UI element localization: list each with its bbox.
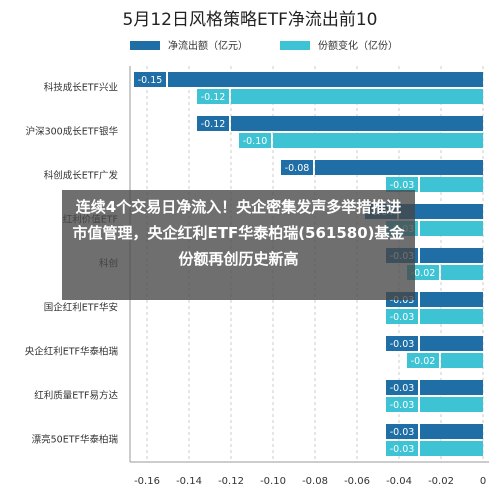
value-label-box	[386, 397, 418, 412]
bar	[420, 292, 483, 307]
value-label: -0.02	[411, 268, 436, 279]
x-tick-label: -0.06	[344, 476, 370, 487]
value-label-box	[197, 89, 229, 104]
y-tick-label: 红利质量ETF易方达	[34, 390, 118, 402]
bar	[420, 248, 483, 263]
legend-label: 净流出额（亿元）	[168, 39, 248, 52]
bar	[420, 424, 483, 439]
value-label-box	[239, 133, 271, 148]
value-label: -0.08	[285, 163, 310, 174]
value-label: -0.03	[390, 312, 415, 323]
value-label-box	[407, 265, 439, 280]
value-label: -0.03	[390, 383, 415, 394]
bar	[399, 204, 483, 219]
value-label-box	[386, 309, 418, 324]
value-label-box	[386, 336, 418, 351]
bar	[420, 336, 483, 351]
value-label: -0.10	[243, 136, 268, 147]
value-label-box	[386, 441, 418, 456]
value-label-box	[281, 160, 313, 175]
bar	[420, 380, 483, 395]
value-label: -0.03	[390, 444, 415, 455]
y-tick-label: 国企红利ETF华安	[44, 302, 118, 314]
bar	[420, 441, 483, 456]
x-tick-label: -0.12	[218, 476, 244, 487]
bar	[168, 72, 483, 87]
value-label: -0.03	[390, 180, 415, 191]
bar	[231, 89, 483, 104]
value-label-box	[386, 177, 418, 192]
legend-swatch	[280, 41, 310, 50]
x-tick-label: -0.08	[302, 476, 328, 487]
bar	[273, 133, 483, 148]
x-tick-label: -0.04	[386, 476, 412, 487]
x-tick-label: -0.14	[176, 476, 202, 487]
value-label: -0.12	[201, 119, 226, 130]
value-label: -0.02	[411, 356, 436, 367]
legend-swatch	[130, 41, 160, 50]
y-tick-label: 央企红利ETF华泰柏瑞	[25, 346, 119, 358]
bar	[420, 309, 483, 324]
value-label-box	[407, 353, 439, 368]
value-label-box	[197, 116, 229, 131]
value-label: -0.03	[390, 400, 415, 411]
value-label: -0.12	[201, 92, 226, 103]
chart-title: 5月12日风格策略ETF净流出前10	[123, 10, 378, 30]
value-label-box	[386, 380, 418, 395]
bar	[420, 397, 483, 412]
value-label: -0.03	[390, 427, 415, 438]
bar	[441, 265, 483, 280]
x-tick-label: -0.10	[260, 476, 286, 487]
value-label: -0.15	[138, 75, 163, 86]
value-label-box	[134, 72, 166, 87]
annotation: 连续4个交易日净流入！央企密集发声多举措推进市值管理，央企红利ETF华泰柏瑞(5…	[62, 190, 415, 300]
x-tick-label: -0.16	[134, 476, 160, 487]
bar	[231, 116, 483, 131]
value-label: -0.03	[390, 295, 415, 306]
legend-label: 份额变化（亿份）	[318, 39, 398, 52]
y-tick-label: 漂亮50ETF华泰柏瑞	[32, 434, 119, 446]
bar	[441, 353, 483, 368]
value-label-box	[386, 424, 418, 439]
bar	[420, 221, 483, 236]
y-tick-label: 沪深300成长ETF银华	[26, 126, 119, 138]
value-label: -0.03	[390, 339, 415, 350]
x-tick-label: -0.02	[428, 476, 454, 487]
y-tick-label: 科创成长ETF广发	[44, 170, 119, 182]
y-tick-label: 科技成长ETF兴业	[44, 82, 118, 94]
bar	[420, 177, 483, 192]
x-tick-label: 0	[480, 476, 486, 487]
bar	[315, 160, 483, 175]
